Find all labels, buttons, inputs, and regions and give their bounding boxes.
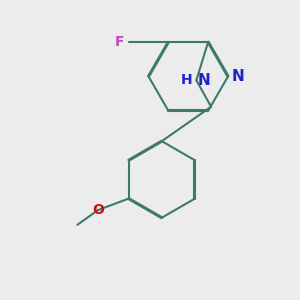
Text: H: H bbox=[180, 73, 192, 87]
Text: N: N bbox=[198, 73, 211, 88]
Text: N: N bbox=[232, 69, 244, 84]
Text: F: F bbox=[115, 35, 124, 49]
Text: O: O bbox=[92, 203, 104, 217]
